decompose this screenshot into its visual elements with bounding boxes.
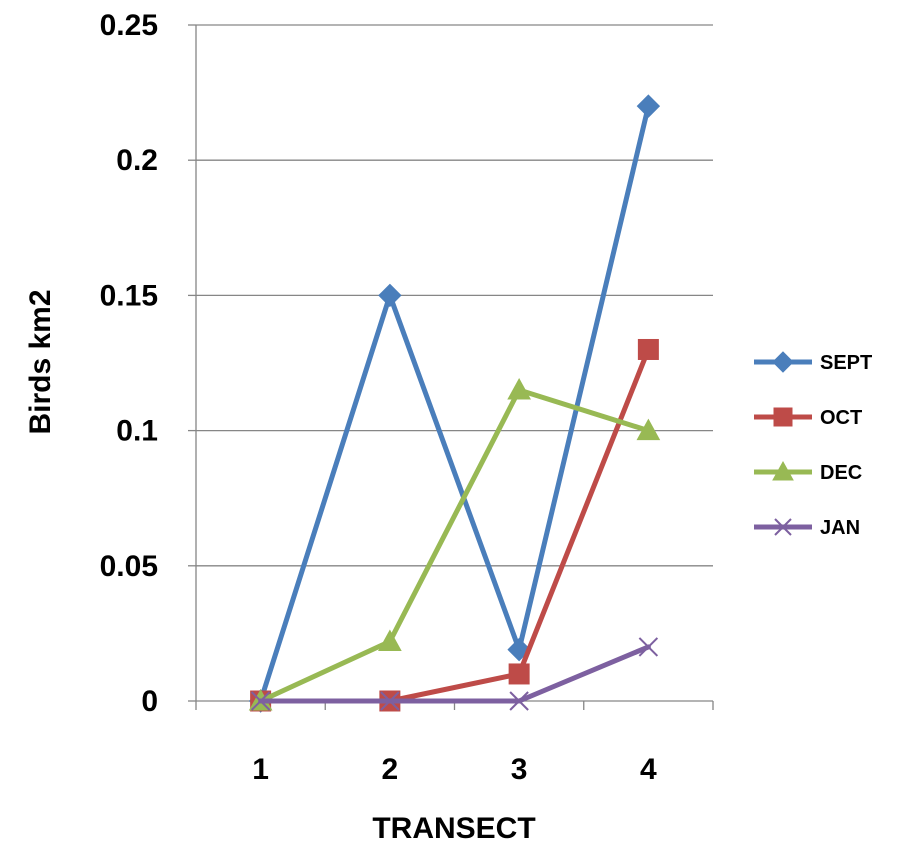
series-jan (250, 637, 659, 711)
series-oct (250, 338, 659, 712)
legend: SEPT OCT DEC JAN (754, 351, 872, 539)
x-tick-label: 4 (640, 753, 657, 786)
data-point-oct (508, 663, 530, 685)
legend-item-oct: OCT (754, 407, 862, 429)
axes (188, 24, 714, 710)
y-axis-title: Birds km2 (24, 289, 57, 434)
data-point-dec (378, 629, 402, 652)
marker-stroke (250, 691, 271, 711)
series-sept (248, 94, 661, 713)
data-point-sept (636, 94, 661, 118)
y-tick-labels: 0 0.05 0.1 0.15 0.2 0.25 (100, 9, 158, 718)
data-point-jan (638, 637, 659, 657)
gridlines (196, 24, 713, 567)
data-point-jan (250, 691, 271, 711)
y-tick-label: 0.2 (116, 144, 158, 177)
legend-item-jan: JAN (754, 517, 860, 539)
y-tick-label: 0.15 (100, 279, 158, 312)
marker-stroke (638, 637, 659, 657)
data-point-dec (507, 378, 531, 400)
legend-item-sept: SEPT (754, 351, 872, 374)
marker-stroke (380, 691, 400, 711)
data-point-jan (380, 691, 400, 711)
legend-marker-sept (772, 351, 794, 373)
x-tick-label: 2 (382, 753, 399, 786)
series-line-jan (258, 644, 651, 704)
data-point-sept (378, 283, 402, 308)
legend-marker-oct (773, 407, 793, 427)
legend-marker-jan (774, 518, 792, 536)
legend-label-oct: OCT (820, 407, 862, 429)
series-line-dec (258, 387, 651, 704)
series-line-sept (258, 103, 651, 704)
legend-label-sept: SEPT (820, 352, 872, 374)
data-point-dec (636, 418, 661, 441)
data-point-oct (637, 338, 659, 360)
y-tick-label: 0.05 (100, 550, 158, 583)
legend-item-dec: DEC (754, 460, 862, 484)
y-tick-label: 0.1 (116, 415, 158, 448)
legend-label-jan: JAN (820, 517, 860, 539)
legend-marker-dec (772, 460, 794, 481)
series-group (248, 94, 661, 713)
marker-stroke (509, 691, 529, 711)
legend-label-dec: DEC (820, 462, 862, 484)
x-tick-label: 3 (511, 753, 528, 786)
x-axis-title: TRANSECT (372, 812, 535, 845)
series-dec (248, 378, 661, 711)
y-tick-label: 0 (141, 685, 158, 718)
data-point-jan (509, 691, 529, 711)
marker-stroke (774, 518, 792, 536)
y-tick-label: 0.25 (100, 9, 158, 42)
x-tick-labels: 1 2 3 4 (252, 753, 657, 786)
x-tick-label: 1 (252, 753, 269, 786)
